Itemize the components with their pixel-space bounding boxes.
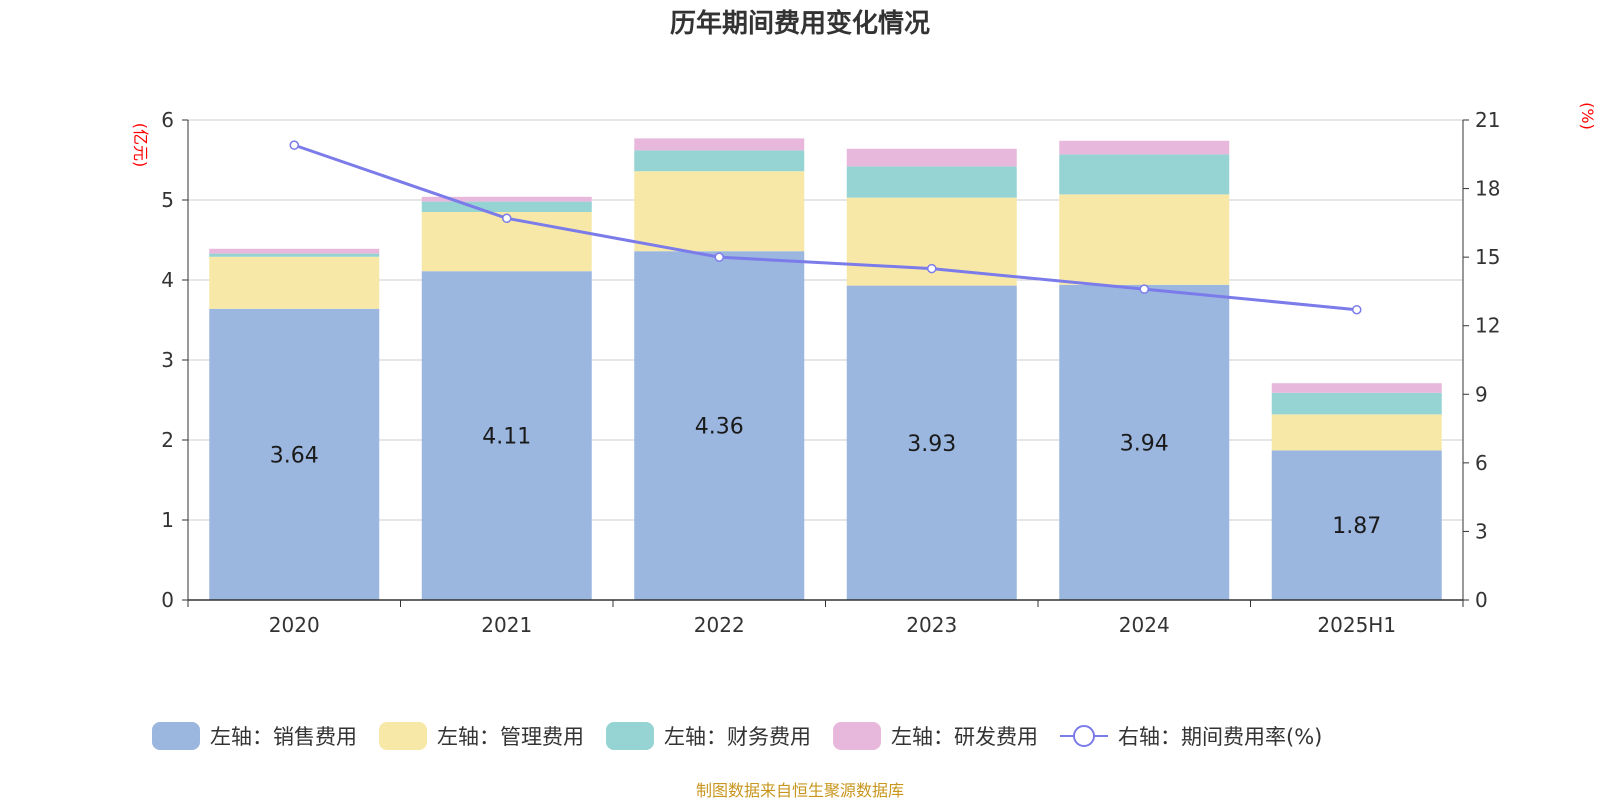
legend-label: 左轴：销售费用 xyxy=(210,725,357,749)
chart-title: 历年期间费用变化情况 xyxy=(670,8,930,39)
bar-segment xyxy=(1059,154,1230,195)
bar-segment xyxy=(846,148,1017,167)
rate-line xyxy=(289,140,1362,315)
bar-segment xyxy=(1271,414,1442,451)
x-axis-tick-label: 2023 xyxy=(906,613,957,637)
x-axis-tick-label: 2022 xyxy=(694,613,745,637)
bar-stacks xyxy=(209,138,1442,600)
rate-point xyxy=(502,213,512,224)
data-source-note: 制图数据来自恒生聚源数据库 xyxy=(696,781,904,800)
bar-data-label: 3.64 xyxy=(270,443,319,468)
rate-line-path xyxy=(293,143,1357,312)
left-axis-tick-label: 6 xyxy=(161,108,174,132)
bar-segment xyxy=(1059,140,1230,155)
bar-data-label: 4.36 xyxy=(695,415,744,440)
legend-swatch xyxy=(833,722,881,750)
legend-label: 左轴：管理费用 xyxy=(437,725,584,749)
right-axis-unit: (%) xyxy=(1578,102,1597,130)
legend-label: 右轴：期间费用率(%) xyxy=(1118,725,1322,749)
bar-segment xyxy=(846,166,1017,198)
bar-segment xyxy=(209,248,380,254)
right-axis-tick-label: 21 xyxy=(1475,108,1500,132)
right-axis-tick-label: 0 xyxy=(1475,588,1488,612)
legend-swatch xyxy=(152,722,200,750)
bar-segment xyxy=(846,285,1017,600)
left-axis-tick-label: 0 xyxy=(161,588,174,612)
legend-point-marker xyxy=(1073,725,1095,747)
bar-segment xyxy=(1059,284,1230,600)
bar-data-label: 1.87 xyxy=(1332,514,1381,539)
legend-label: 左轴：财务费用 xyxy=(664,725,811,749)
left-axis-tick-label: 5 xyxy=(161,188,174,212)
bar-segment xyxy=(209,308,380,600)
x-axis-tick-label: 2020 xyxy=(269,613,320,637)
bar-data-label: 3.93 xyxy=(907,432,956,457)
rate-point xyxy=(714,252,724,262)
bar-segment xyxy=(634,171,805,252)
legend-label: 左轴：研发费用 xyxy=(891,725,1038,749)
rate-point xyxy=(1352,304,1362,315)
bar-segment xyxy=(634,251,805,600)
x-axis-tick-label: 2021 xyxy=(481,613,532,637)
left-axis-unit: (亿元) xyxy=(131,123,150,168)
bar-segment xyxy=(1271,383,1442,393)
bar-segment xyxy=(209,253,380,257)
right-axis-tick-label: 6 xyxy=(1475,451,1488,475)
bar-segment xyxy=(1271,450,1442,600)
bar-segment xyxy=(634,150,805,172)
left-axis-tick-label: 4 xyxy=(161,268,174,292)
left-axis-tick-label: 1 xyxy=(161,508,174,532)
bar-data-label: 4.11 xyxy=(482,425,531,450)
bar-segment xyxy=(421,271,592,600)
right-axis-tick-label: 3 xyxy=(1475,519,1488,543)
legend-swatch xyxy=(379,722,427,750)
data-labels: 3.64 4.11 4.36 3.93 3.94 1.87 xyxy=(270,415,1381,540)
rate-point xyxy=(289,140,299,150)
left-axis-tick-label: 2 xyxy=(161,428,174,452)
legend: 左轴：销售费用 左轴：管理费用 左轴：财务费用 左轴：研发费用 右轴：期间费用率(%) xyxy=(152,722,1322,750)
rate-point xyxy=(1139,284,1149,294)
right-axis-tick-label: 9 xyxy=(1475,382,1488,406)
x-axis-tick-label: 2025H1 xyxy=(1317,613,1396,637)
right-axis-tick-label: 15 xyxy=(1475,245,1500,269)
bar-segment xyxy=(1059,194,1230,285)
legend-swatch xyxy=(606,722,654,750)
gridlines xyxy=(188,119,1463,521)
bar-segment xyxy=(1271,392,1442,415)
right-axis-tick-label: 18 xyxy=(1475,177,1500,201)
rate-point xyxy=(927,263,937,274)
bar-data-label: 3.94 xyxy=(1120,431,1169,456)
right-axis-tick-label: 12 xyxy=(1475,314,1500,338)
bar-segment xyxy=(421,196,592,202)
left-axis-tick-label: 3 xyxy=(161,348,174,372)
bar-segment xyxy=(421,201,592,212)
bar-segment xyxy=(634,138,805,151)
bar-segment xyxy=(209,256,380,309)
x-axis-tick-label: 2024 xyxy=(1119,613,1170,637)
